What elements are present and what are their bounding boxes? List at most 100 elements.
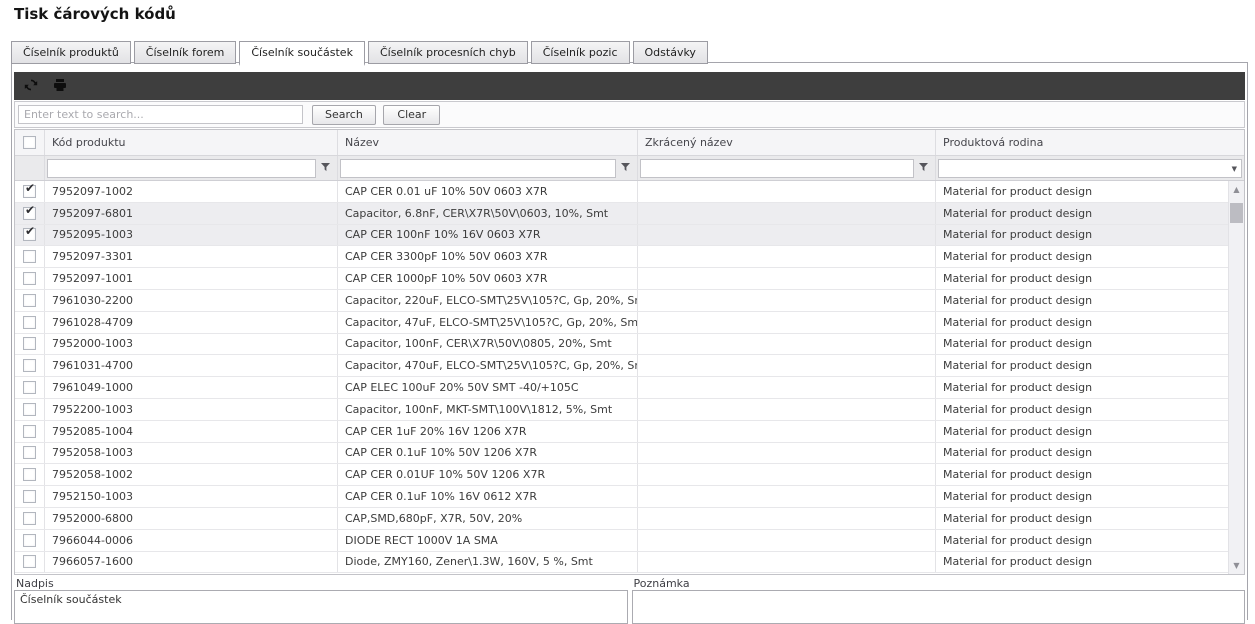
clear-button[interactable]: Clear [383, 104, 441, 125]
row-checkbox[interactable]: ✔ [15, 224, 45, 246]
grid-toolbar [14, 72, 1245, 100]
vertical-scrollbar[interactable]: ▲ ▼ [1228, 181, 1244, 574]
cell-produktova-rodina: Material for product design [943, 206, 1093, 220]
checkmark-icon: ✔ [25, 181, 36, 195]
cell-kod-produktu: 7961031-4700 [45, 355, 338, 377]
row-checkbox[interactable]: ✔ [15, 486, 45, 507]
filter-input-nazev[interactable] [340, 158, 616, 178]
cell-nazev: Capacitor, 220uF, ELCO-SMT\25V\105?C, Gp… [338, 289, 638, 311]
table-row[interactable]: ✔ 7961028-4709 Capacitor, 47uF, ELCO-SMT… [15, 311, 1228, 334]
filter-input-zkraceny-nazev[interactable] [640, 158, 914, 178]
tab-ciselnik-produktu[interactable]: Číselník produktů [11, 41, 131, 64]
table-row[interactable]: ✔ 7966044-0006 DIODE RECT 1000V 1A SMA M… [15, 529, 1228, 552]
filter-funnel-button[interactable] [316, 159, 335, 178]
column-header-zkraceny-nazev[interactable]: Zkrácený název [638, 130, 936, 155]
page-title: Tisk čárových kódů [14, 5, 176, 23]
cell-produktova-rodina: Material for product design [943, 315, 1093, 329]
cell-nazev: CAP CER 0.01 uF 10% 50V 0603 X7R [338, 181, 638, 202]
poznamka-field[interactable] [631, 590, 1245, 624]
table-row[interactable]: ✔ 7952000-6800 CAP,SMD,680pF, X7R, 50V, … [15, 507, 1228, 530]
checkbox: ✔ [23, 181, 36, 198]
cell-produktova-rodina: Material for product design [943, 511, 1093, 525]
refresh-button[interactable] [21, 76, 41, 96]
column-header-kod-produktu[interactable]: Kód produktu [45, 130, 338, 155]
cell-zkraceny-nazev [638, 529, 936, 551]
cell-nazev: CAP CER 0.01UF 10% 50V 1206 X7R [338, 464, 638, 486]
cell-kod-produktu: 7952095-1003 [45, 224, 338, 246]
filter-combo-produktova-rodina[interactable]: ▼ [938, 158, 1242, 178]
tab-ciselnik-soucastek[interactable]: Číselník součástek [239, 41, 365, 66]
footer-fields: Nadpis Číselník součástek Poznámka [14, 576, 1245, 624]
row-checkbox[interactable]: ✔ [15, 529, 45, 551]
table-row[interactable]: ✔ 7961030-2200 Capacitor, 220uF, ELCO-SM… [15, 289, 1228, 312]
row-checkbox[interactable]: ✔ [15, 420, 45, 442]
checkbox: ✔ [23, 293, 36, 307]
table-row[interactable]: ✔ 7952095-1003 CAP CER 100nF 10% 16V 060… [15, 224, 1228, 247]
cell-kod-produktu: 7952097-3301 [45, 246, 338, 268]
row-checkbox[interactable]: ✔ [15, 551, 45, 573]
cell-kod-produktu: 7952000-1003 [45, 333, 338, 355]
table-row[interactable]: ✔ 7952085-1004 CAP CER 1uF 20% 16V 1206 … [15, 420, 1228, 443]
row-checkbox[interactable]: ✔ [15, 377, 45, 398]
table-row[interactable]: ✔ 7952097-3301 CAP CER 3300pF 10% 50V 06… [15, 246, 1228, 269]
table-row[interactable]: ✔ 7952097-6801 Capacitor, 6.8nF, CER\X7R… [15, 202, 1228, 225]
nadpis-field[interactable]: Číselník součástek [14, 590, 628, 624]
nadpis-label: Nadpis [16, 577, 54, 590]
cell-nazev: Capacitor, 100nF, CER\X7R\50V\0805, 20%,… [338, 333, 638, 355]
checkbox: ✔ [23, 381, 36, 395]
table-row[interactable]: ✔ 7952058-1002 CAP CER 0.01UF 10% 50V 12… [15, 464, 1228, 487]
filter-funnel-button[interactable] [616, 159, 635, 178]
row-checkbox[interactable]: ✔ [15, 268, 45, 289]
tab-odstavky[interactable]: Odstávky [632, 41, 708, 64]
row-checkbox[interactable]: ✔ [15, 311, 45, 333]
row-checkbox[interactable]: ✔ [15, 246, 45, 268]
column-header-produktova-rodina[interactable]: Produktová rodina [943, 136, 1044, 149]
search-input[interactable] [18, 105, 303, 124]
data-grid: ✔ Kód produktu Název Zkrácený název Prod… [14, 129, 1245, 575]
scroll-up-arrow-icon[interactable]: ▲ [1233, 185, 1240, 194]
content-panel: Search Clear ✔ Kód produktu Název Zkráce… [11, 62, 1248, 624]
row-checkbox[interactable]: ✔ [15, 202, 45, 224]
row-checkbox[interactable]: ✔ [15, 181, 45, 202]
row-checkbox[interactable]: ✔ [15, 398, 45, 420]
table-row[interactable]: ✔ 7952200-1003 Capacitor, 100nF, MKT-SMT… [15, 398, 1228, 421]
column-header-nazev[interactable]: Název [338, 130, 638, 155]
cell-nazev: Capacitor, 100nF, MKT-SMT\100V\1812, 5%,… [338, 398, 638, 420]
row-checkbox[interactable]: ✔ [15, 355, 45, 377]
table-row[interactable]: ✔ 7961031-4700 Capacitor, 470uF, ELCO-SM… [15, 355, 1228, 378]
tab-ciselnik-procesnich-chyb[interactable]: Číselník procesních chyb [367, 41, 528, 64]
grid-filter-row: ▼ [15, 156, 1244, 181]
table-row[interactable]: ✔ 7966057-1600 Diode, ZMY160, Zener\1.3W… [15, 551, 1228, 574]
tab-label: Odstávky [644, 46, 696, 59]
search-bar: Search Clear [14, 101, 1245, 128]
tab-ciselnik-pozic[interactable]: Číselník pozic [530, 41, 630, 64]
table-row[interactable]: ✔ 7952097-1002 CAP CER 0.01 uF 10% 50V 0… [15, 181, 1228, 203]
row-checkbox[interactable]: ✔ [15, 289, 45, 311]
table-row[interactable]: ✔ 7961049-1000 CAP ELEC 100uF 20% 50V SM… [15, 377, 1228, 399]
table-row[interactable]: ✔ 7952097-1001 CAP CER 1000pF 10% 50V 06… [15, 268, 1228, 290]
cell-produktova-rodina: Material for product design [943, 293, 1093, 307]
search-button[interactable]: Search [312, 104, 376, 125]
row-checkbox[interactable]: ✔ [15, 442, 45, 464]
cell-produktova-rodina: Material for product design [943, 468, 1093, 482]
print-button[interactable] [50, 76, 70, 96]
row-checkbox[interactable]: ✔ [15, 507, 45, 529]
checkbox: ✔ [23, 337, 36, 351]
filter-funnel-button[interactable] [914, 159, 933, 178]
cell-nazev: CAP CER 0.1uF 10% 16V 0612 X7R [338, 486, 638, 507]
filter-input-kod-produktu[interactable] [47, 158, 316, 178]
tab-ciselnik-forem[interactable]: Číselník forem [133, 41, 237, 64]
scrollbar-thumb[interactable] [1230, 203, 1243, 223]
row-checkbox[interactable]: ✔ [15, 464, 45, 486]
funnel-icon [321, 162, 330, 175]
scroll-down-arrow-icon[interactable]: ▼ [1233, 561, 1240, 570]
checkmark-icon: ✔ [25, 202, 36, 217]
table-row[interactable]: ✔ 7952058-1003 CAP CER 0.1uF 10% 50V 120… [15, 442, 1228, 465]
table-row[interactable]: ✔ 7952150-1003 CAP CER 0.1uF 10% 16V 061… [15, 486, 1228, 508]
select-all-checkbox[interactable]: ✔ [15, 130, 45, 155]
cell-zkraceny-nazev [638, 333, 936, 355]
cell-kod-produktu: 7952097-6801 [45, 202, 338, 224]
row-checkbox[interactable]: ✔ [15, 333, 45, 355]
table-row[interactable]: ✔ 7952000-1003 Capacitor, 100nF, CER\X7R… [15, 333, 1228, 356]
cell-kod-produktu: 7952000-6800 [45, 507, 338, 529]
